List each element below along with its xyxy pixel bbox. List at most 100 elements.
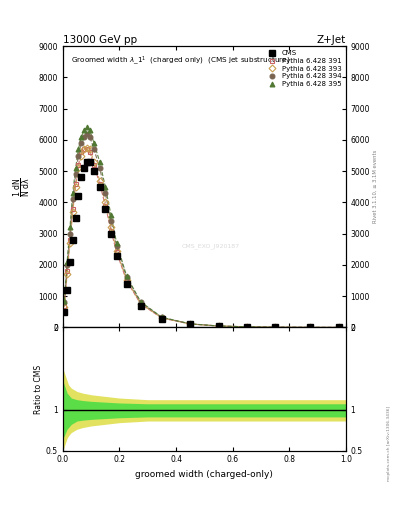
Pythia 6.428 394 (114, 243, 119, 249)
Pythia 6.428 393 (92, 159, 96, 165)
CMS (84, 159, 89, 165)
CMS (82, 165, 86, 171)
Text: Z+Jet: Z+Jet (317, 35, 346, 45)
CMS (76, 193, 81, 199)
Line: CMS: CMS (62, 159, 342, 330)
Pythia 6.428 394 (103, 190, 108, 196)
CMS (138, 303, 143, 309)
Pythia 6.428 394 (62, 300, 67, 306)
Pythia 6.428 393 (76, 165, 81, 171)
Pythia 6.428 393 (70, 209, 75, 215)
Pythia 6.428 395 (92, 140, 96, 146)
CMS (97, 184, 102, 190)
CMS (65, 287, 70, 293)
Text: mcplots.cern.ch [arXiv:1306.3436]: mcplots.cern.ch [arXiv:1306.3436] (387, 406, 391, 481)
Pythia 6.428 391 (70, 206, 75, 212)
Pythia 6.428 395 (244, 324, 249, 330)
Pythia 6.428 395 (73, 165, 78, 171)
CMS (114, 252, 119, 259)
Pythia 6.428 393 (62, 304, 67, 310)
Pythia 6.428 391 (92, 162, 96, 168)
Pythia 6.428 394 (92, 146, 96, 153)
Pythia 6.428 393 (68, 240, 72, 246)
Pythia 6.428 393 (124, 277, 129, 283)
CMS (273, 324, 277, 330)
Legend: CMS, Pythia 6.428 391, Pythia 6.428 393, Pythia 6.428 394, Pythia 6.428 395: CMS, Pythia 6.428 391, Pythia 6.428 393,… (262, 48, 344, 90)
Pythia 6.428 395 (70, 190, 75, 196)
Pythia 6.428 391 (188, 321, 193, 327)
Pythia 6.428 394 (138, 300, 143, 306)
Pythia 6.428 394 (188, 321, 193, 327)
Line: Pythia 6.428 394: Pythia 6.428 394 (62, 131, 341, 330)
Pythia 6.428 395 (216, 323, 221, 329)
Pythia 6.428 395 (160, 314, 164, 321)
Pythia 6.428 394 (336, 324, 341, 330)
Pythia 6.428 395 (138, 298, 143, 305)
Pythia 6.428 395 (79, 134, 84, 140)
CMS (103, 206, 108, 212)
Pythia 6.428 391 (62, 303, 67, 309)
Pythia 6.428 393 (73, 184, 78, 190)
Pythia 6.428 391 (160, 315, 164, 321)
Pythia 6.428 391 (79, 150, 84, 156)
Pythia 6.428 391 (87, 150, 92, 156)
Pythia 6.428 395 (108, 212, 113, 218)
Pythia 6.428 393 (188, 321, 193, 327)
Pythia 6.428 393 (244, 324, 249, 330)
CMS (87, 159, 92, 165)
Pythia 6.428 394 (87, 134, 92, 140)
Pythia 6.428 394 (79, 140, 84, 146)
Pythia 6.428 393 (308, 324, 313, 330)
Pythia 6.428 395 (273, 324, 277, 330)
Pythia 6.428 393 (273, 324, 277, 330)
Pythia 6.428 394 (160, 314, 164, 321)
Text: 13000 GeV pp: 13000 GeV pp (63, 35, 137, 45)
Pythia 6.428 395 (103, 184, 108, 190)
Pythia 6.428 393 (114, 248, 119, 254)
Pythia 6.428 393 (138, 301, 143, 307)
CMS (124, 281, 129, 287)
Pythia 6.428 394 (70, 196, 75, 202)
CMS (188, 321, 193, 327)
Pythia 6.428 393 (216, 323, 221, 329)
Pythia 6.428 394 (216, 323, 221, 329)
Y-axis label: Ratio to CMS: Ratio to CMS (34, 365, 43, 414)
Pythia 6.428 393 (97, 178, 102, 184)
CMS (308, 324, 313, 330)
Pythia 6.428 395 (84, 124, 89, 131)
Pythia 6.428 394 (97, 165, 102, 171)
Pythia 6.428 391 (108, 227, 113, 233)
Pythia 6.428 395 (76, 146, 81, 153)
Pythia 6.428 393 (336, 324, 341, 330)
Pythia 6.428 394 (108, 218, 113, 224)
Pythia 6.428 394 (82, 134, 86, 140)
Pythia 6.428 393 (87, 146, 92, 153)
Pythia 6.428 391 (244, 324, 249, 330)
CMS (70, 237, 75, 243)
Text: CMS_EXO_J920187: CMS_EXO_J920187 (182, 243, 240, 249)
Pythia 6.428 391 (273, 324, 277, 330)
Pythia 6.428 391 (216, 323, 221, 329)
Pythia 6.428 391 (138, 301, 143, 307)
Pythia 6.428 391 (308, 324, 313, 330)
Line: Pythia 6.428 391: Pythia 6.428 391 (62, 147, 341, 330)
Pythia 6.428 394 (308, 324, 313, 330)
Pythia 6.428 394 (244, 324, 249, 330)
Pythia 6.428 394 (84, 131, 89, 137)
Pythia 6.428 394 (73, 171, 78, 177)
Pythia 6.428 395 (65, 259, 70, 265)
Pythia 6.428 394 (76, 153, 81, 159)
Line: Pythia 6.428 395: Pythia 6.428 395 (62, 125, 341, 330)
Pythia 6.428 391 (97, 181, 102, 187)
Pythia 6.428 393 (108, 224, 113, 230)
Pythia 6.428 395 (62, 298, 67, 304)
Pythia 6.428 391 (73, 181, 78, 187)
CMS (73, 215, 78, 221)
Pythia 6.428 393 (84, 144, 89, 151)
Pythia 6.428 393 (103, 199, 108, 205)
CMS (216, 323, 221, 329)
Pythia 6.428 393 (82, 146, 86, 153)
Pythia 6.428 391 (124, 278, 129, 284)
Pythia 6.428 391 (76, 162, 81, 168)
Pythia 6.428 393 (79, 153, 84, 159)
